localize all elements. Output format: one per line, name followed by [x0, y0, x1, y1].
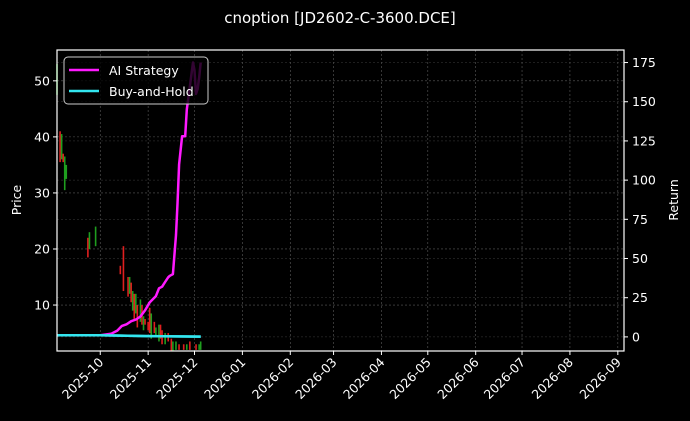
legend-label-ai-strategy: AI Strategy	[109, 63, 179, 78]
x-tick-label: 2026-09	[576, 354, 624, 402]
y-tick-label-right: 50	[632, 251, 648, 266]
x-tick-label: 2026-06	[434, 354, 482, 402]
x-tick-label: 2025-10	[59, 354, 107, 402]
y-tick-label-left: 50	[34, 73, 50, 88]
x-tick-label: 2025-12	[153, 355, 201, 403]
major-grid	[57, 50, 624, 351]
legend: AI Strategy Buy-and-Hold	[63, 56, 209, 105]
chart-title: cnoption [JD2602-C-3600.DCE]	[224, 9, 456, 27]
plot-frame	[56, 49, 625, 352]
y-tick-label-left: 30	[34, 185, 50, 200]
y-axis-left: 10 20 30 40 50	[34, 73, 57, 313]
x-tick-label: 2026-04	[340, 354, 388, 402]
x-tick-label: 2026-02	[249, 355, 297, 403]
y-tick-label-left: 40	[34, 129, 50, 144]
series-line-buy-and-hold-top	[57, 334, 201, 338]
x-tick-label: 2026-05	[386, 355, 434, 403]
y-tick-label-right: 175	[632, 55, 656, 70]
x-tick-label: 2026-08	[529, 354, 577, 402]
legend-label-buy-and-hold: Buy-and-Hold	[109, 84, 194, 99]
x-tick-label: 2026-03	[292, 355, 340, 403]
y-axis-label-left: Price	[9, 184, 24, 215]
y-tick-label-left: 20	[34, 241, 50, 256]
y-axis-label-right: Return	[666, 179, 681, 220]
y-tick-label-right: 100	[632, 173, 656, 188]
x-tick-label: 2026-01	[201, 355, 249, 403]
y-axis-right: 0 25 50 75 100 125 150 175	[624, 55, 656, 344]
minor-grid	[57, 62, 624, 338]
y-tick-label-left: 10	[34, 298, 50, 313]
x-tick-label: 2026-07	[481, 355, 529, 403]
y-tick-label-right: 75	[632, 212, 648, 227]
y-tick-label-right: 150	[632, 94, 656, 109]
y-tick-label-right: 0	[632, 329, 640, 344]
x-tick-label: 2025-11	[107, 355, 155, 403]
legend-box	[63, 56, 209, 105]
y-tick-label-right: 125	[632, 133, 656, 148]
y-tick-label-right: 25	[632, 290, 648, 305]
